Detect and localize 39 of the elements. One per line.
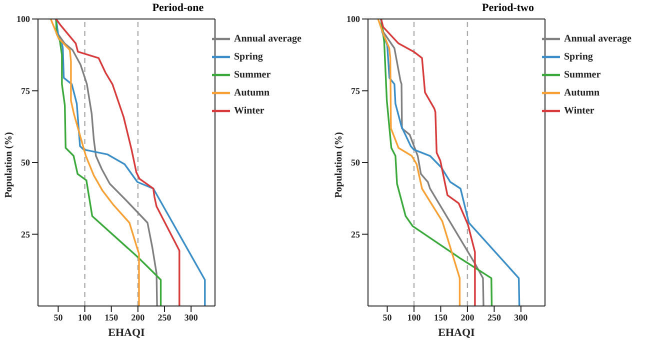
x-tick-label: 150 [434,312,448,322]
chart-title: Period-two [482,2,534,14]
x-axis-title: EHAQI [438,327,475,339]
y-tick-label: 25 [21,229,30,240]
x-tick-label: 50 [382,312,392,322]
x-tick-label: 100 [78,312,92,322]
legend-label: Summer [564,69,601,80]
x-tick-label: 250 [158,312,172,322]
x-tick-label: 150 [104,312,119,322]
y-tick-label: 75 [21,86,30,96]
x-tick-label: 100 [407,312,422,322]
x-tick-label: 50 [54,312,64,322]
legend-label: Annual average [234,33,302,44]
legend-label: Winter [564,105,594,116]
x-axis-title: EHAQI [108,327,145,339]
y-axis-title: Population (%) [333,132,344,198]
y-axis-title: Population (%) [3,132,14,198]
line-series [55,19,206,306]
chart-title: Period-one [152,2,204,14]
y-tick-label: 50 [21,158,30,168]
y-tick-label: 75 [351,86,360,96]
x-tick-label: 250 [487,312,502,322]
y-tick-label: 100 [16,14,30,24]
y-tick-label: 100 [346,14,360,24]
legend-label: Spring [564,51,593,62]
legend-label: Winter [234,105,264,116]
legend-label: Summer [234,69,271,80]
line-series [377,19,461,306]
line-series [50,19,140,306]
legend-label: Autumn [234,87,270,98]
x-tick-label: 200 [460,312,475,322]
x-tick-label: 300 [184,312,198,322]
y-tick-label: 25 [351,229,360,240]
legend-label: Annual average [564,33,632,44]
legend-label: Spring [234,51,263,62]
legend-label: Autumn [564,87,600,98]
x-tick-label: 300 [514,312,528,322]
x-tick-label: 200 [131,312,146,322]
y-tick-label: 50 [351,158,360,168]
